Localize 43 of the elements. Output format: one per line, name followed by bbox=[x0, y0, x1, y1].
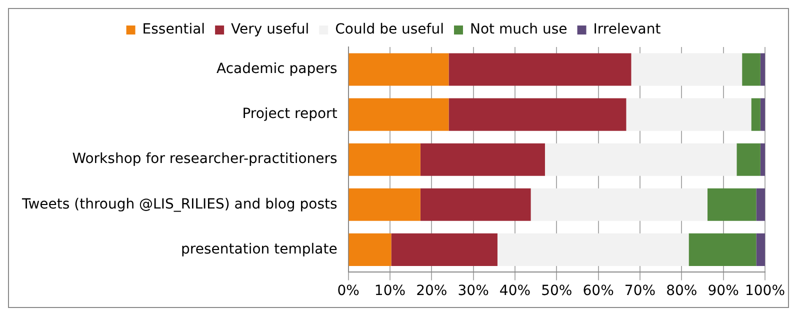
y-tick-label: Academic papers bbox=[216, 61, 338, 78]
bar bbox=[751, 98, 760, 131]
y-tick-label: Project report bbox=[242, 106, 338, 122]
x-tick-label: 30% bbox=[458, 283, 489, 300]
x-tick-label: 60% bbox=[582, 283, 614, 300]
bar bbox=[348, 53, 449, 86]
bar bbox=[742, 53, 760, 86]
legend-label: Not much use bbox=[470, 22, 568, 38]
bar bbox=[736, 143, 760, 176]
x-tick-label: 10% bbox=[374, 283, 406, 300]
legend-label: Could be useful bbox=[335, 22, 444, 38]
y-tick-label: Tweets (through @LIS_RILIES) and blog posts bbox=[20, 196, 338, 212]
bar bbox=[420, 188, 531, 221]
bar bbox=[420, 143, 545, 176]
bar bbox=[448, 53, 632, 86]
bar bbox=[348, 188, 420, 221]
x-tick-label: 20% bbox=[416, 283, 448, 300]
bar bbox=[448, 98, 626, 131]
bar bbox=[631, 53, 742, 86]
x-tick-label: 80% bbox=[666, 283, 698, 300]
x-tick-label: 70% bbox=[624, 283, 656, 300]
bar bbox=[756, 188, 765, 221]
legend-label: Essential bbox=[142, 22, 206, 38]
bar bbox=[688, 233, 756, 266]
x-tick-label: 50% bbox=[541, 283, 572, 300]
bar bbox=[497, 233, 689, 266]
bar bbox=[707, 188, 756, 221]
y-tick-label: Workshop for researcher-practitioners bbox=[72, 151, 338, 168]
x-tick-label: 100% bbox=[744, 283, 786, 300]
x-tick-label: 0% bbox=[337, 283, 360, 300]
bar bbox=[391, 233, 498, 266]
y-tick-label: presentation template bbox=[181, 241, 338, 258]
x-tick-label: 40% bbox=[499, 283, 531, 300]
bar bbox=[348, 143, 420, 176]
x-tick-label: 90% bbox=[708, 283, 739, 300]
bar bbox=[544, 143, 737, 176]
bar bbox=[348, 233, 392, 266]
bar bbox=[348, 98, 449, 131]
legend-label: Very useful bbox=[231, 22, 310, 38]
bar bbox=[530, 188, 708, 221]
bar bbox=[756, 233, 765, 266]
bar bbox=[626, 98, 752, 131]
legend-label: Irrelevant bbox=[593, 22, 662, 38]
